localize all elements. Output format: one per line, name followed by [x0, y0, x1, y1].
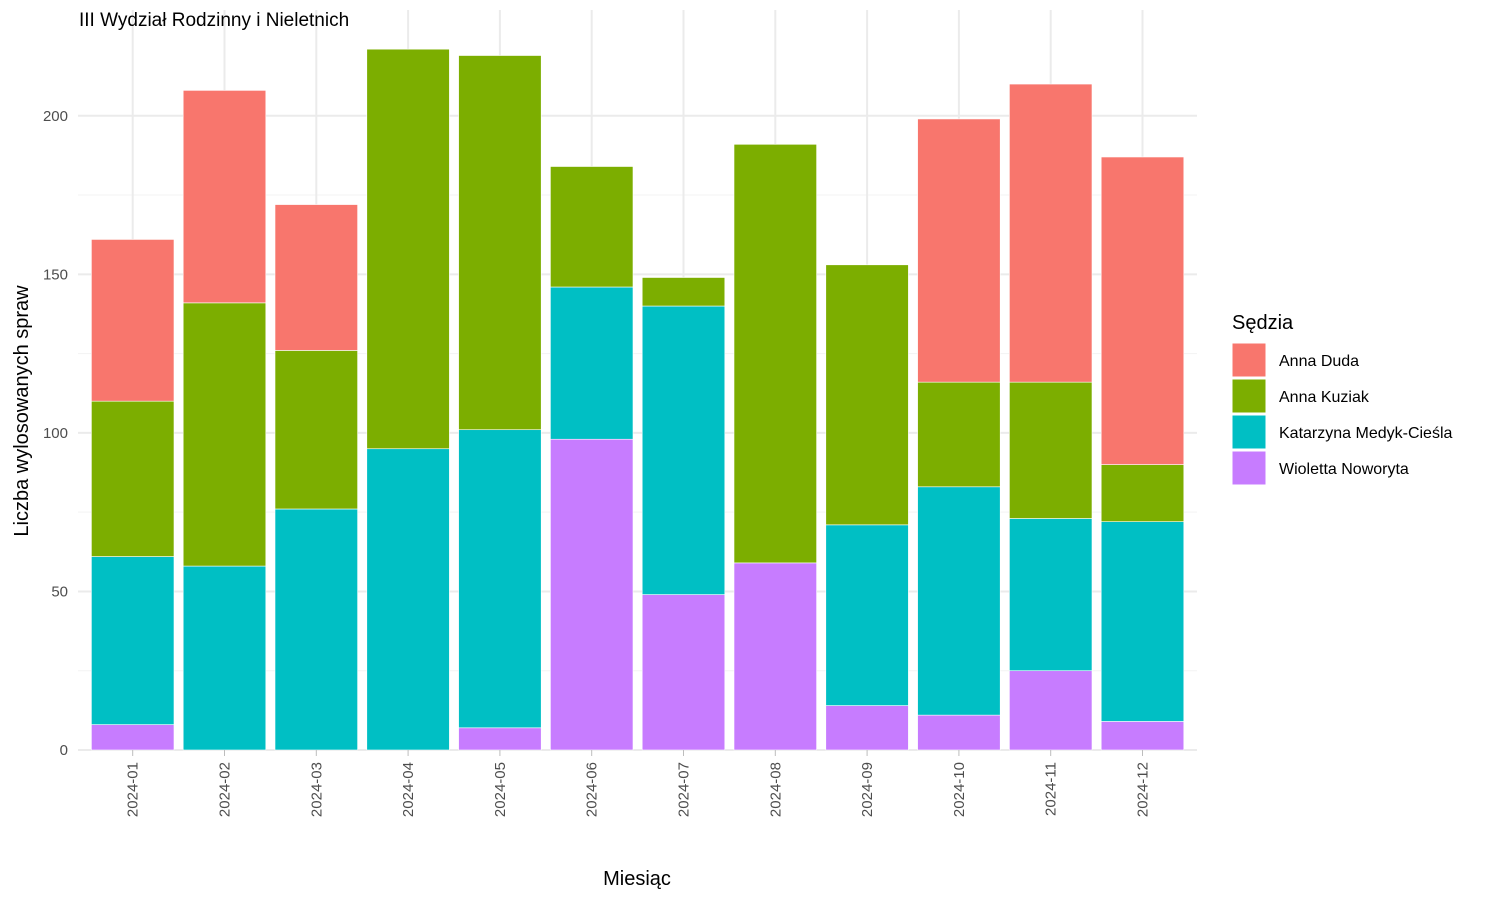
bar-segment	[917, 714, 1001, 751]
legend-label: Anna Duda	[1279, 353, 1359, 370]
bar-segment	[550, 286, 634, 440]
legend-swatch	[1231, 378, 1267, 414]
bar-segment	[550, 166, 634, 288]
y-axis-ticks: 0 50 100 150 200	[43, 108, 68, 759]
bar-segment	[182, 302, 267, 567]
bar-segment	[182, 90, 267, 304]
bar-segment	[458, 429, 542, 729]
x-tick-label: 2024-09	[859, 762, 876, 817]
legend-title: Sędzia	[1232, 312, 1294, 334]
bar-segment	[1100, 521, 1185, 722]
y-axis-title: Liczba wylosowanych spraw	[11, 285, 33, 537]
legend: Sędzia Anna Duda Anna Kuziak Katarzyna Med…	[1231, 312, 1453, 486]
x-tick-label: 2024-03	[308, 762, 325, 817]
bar-segment	[91, 556, 175, 725]
bar-segment	[917, 118, 1001, 383]
x-tick-label: 2024-08	[767, 762, 784, 817]
legend-label: Anna Kuziak	[1279, 389, 1370, 406]
chart-title: III Wydział Rodzinny i Nieletnich	[79, 10, 349, 31]
bar-segment	[91, 724, 175, 751]
legend-label: Wioletta Noworyta	[1279, 461, 1409, 478]
bar-segment	[274, 508, 358, 751]
y-tick-label: 200	[43, 108, 68, 125]
bar-segment	[641, 305, 726, 595]
bar-segment	[91, 400, 175, 557]
bar-segment	[458, 55, 542, 431]
bar-segment	[1009, 670, 1093, 751]
bar-segment	[825, 524, 909, 706]
bar-segment	[182, 565, 267, 751]
bar-segment	[1009, 381, 1093, 519]
x-tick-label: 2024-02	[217, 762, 234, 817]
x-tick-label: 2024-07	[676, 762, 693, 817]
bar-segment	[641, 594, 726, 751]
x-tick-label: 2024-04	[400, 762, 417, 817]
bar-segment	[1100, 464, 1185, 522]
bar-segment	[1009, 83, 1093, 383]
bar-segment	[91, 239, 175, 402]
bar-segment	[366, 448, 450, 751]
x-tick-label: 2024-05	[492, 762, 509, 817]
bars	[91, 48, 1185, 751]
bar-segment	[733, 562, 817, 751]
bar-segment	[825, 705, 909, 751]
bar-segment	[825, 264, 909, 526]
x-tick-label: 2024-01	[125, 762, 142, 817]
x-tick-label: 2024-06	[584, 762, 601, 817]
bar-segment	[1100, 156, 1185, 465]
bar-segment	[1009, 518, 1093, 672]
legend-swatch	[1231, 414, 1267, 450]
x-tick-label: 2024-12	[1135, 762, 1152, 817]
bar-segment	[550, 438, 634, 751]
bar-segment	[917, 486, 1001, 716]
bar-segment	[733, 144, 817, 564]
y-tick-label: 50	[51, 583, 68, 600]
bar-segment	[274, 350, 358, 510]
legend-swatch	[1231, 450, 1267, 486]
bar-segment	[458, 727, 542, 751]
bar-segment	[641, 277, 726, 307]
bar-segment	[917, 381, 1001, 488]
y-tick-label: 100	[43, 425, 68, 442]
x-tick-label: 2024-10	[951, 762, 968, 817]
x-tick-label: 2024-11	[1043, 762, 1060, 816]
y-tick-label: 150	[43, 266, 68, 283]
legend-swatch	[1231, 342, 1267, 378]
y-tick-label: 0	[60, 742, 68, 759]
x-axis-title: Miesiąc	[603, 868, 671, 890]
bar-segment	[1100, 721, 1185, 751]
legend-label: Katarzyna Medyk-Cieśla	[1279, 425, 1453, 442]
bar-segment	[366, 48, 450, 450]
x-axis-ticks: 2024-01 2024-02 2024-03 2024-04 2024-05 2024-…	[125, 750, 1152, 817]
bar-segment	[274, 204, 358, 351]
